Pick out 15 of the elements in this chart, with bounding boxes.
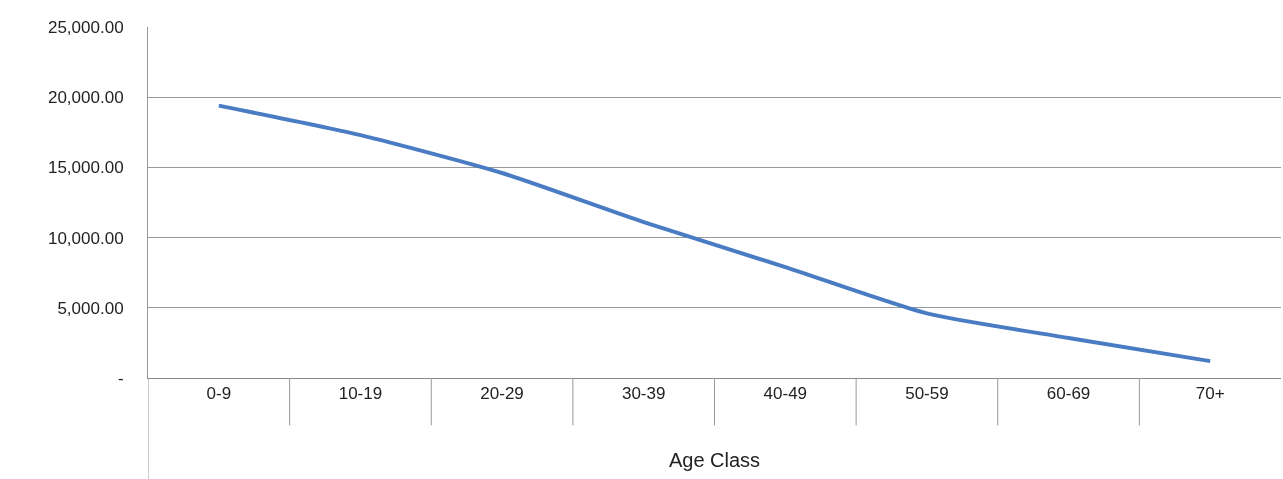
y-tick-label: 5,000.00	[57, 298, 124, 318]
x-tick-label: 50-59	[905, 384, 949, 404]
x-tick-label: 0-9	[206, 384, 232, 404]
x-tick-label: 10-19	[338, 384, 383, 404]
y-tick-label: 20,000.00	[47, 88, 124, 108]
x-axis-title: Age Class	[668, 448, 761, 471]
x-tick-label: 70+	[1195, 384, 1225, 404]
x-tick-label: 40-49	[763, 384, 808, 404]
x-tick-label: 60-69	[1046, 384, 1091, 404]
y-tick-label: 10,000.00	[47, 228, 124, 248]
y-tick-label: 15,000.00	[47, 158, 124, 178]
y-tick-label: 25,000.00	[47, 17, 124, 37]
x-tick-label: 30-39	[621, 384, 666, 404]
y-tick-label: -	[117, 368, 124, 388]
x-tick-label: 20-29	[480, 384, 524, 404]
